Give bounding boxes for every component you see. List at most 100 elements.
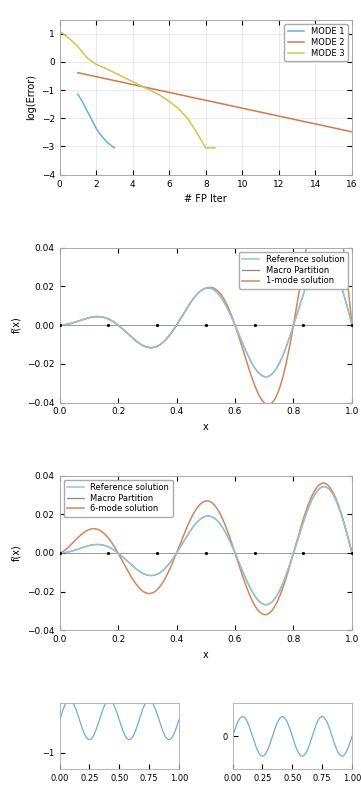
MODE 3 xyxy=(76,42,80,51)
Line: MODE 2: MODE 2 xyxy=(78,73,352,132)
MODE 2 xyxy=(76,68,80,77)
Macro Partition xyxy=(342,518,346,527)
MODE 1 xyxy=(83,103,87,112)
Reference solution xyxy=(322,254,326,264)
MODE 3 xyxy=(112,68,117,77)
MODE 2 xyxy=(240,103,244,113)
MODE 1 xyxy=(105,137,109,147)
MODE 2 xyxy=(167,88,171,97)
Reference solution xyxy=(288,331,292,341)
1-mode solution xyxy=(266,400,270,409)
Macro Partition xyxy=(342,290,346,299)
Y-axis label: f(x): f(x) xyxy=(12,316,22,334)
Macro Partition xyxy=(192,293,196,302)
MODE 2 xyxy=(295,115,299,125)
MODE 2 xyxy=(94,72,98,81)
MODE 3 xyxy=(66,33,71,43)
Line: MODE 1: MODE 1 xyxy=(78,95,114,148)
6-mode solution xyxy=(72,537,77,546)
6-mode solution xyxy=(321,478,326,488)
MODE 3 xyxy=(94,59,98,69)
1-mode solution xyxy=(200,286,204,295)
6-mode solution xyxy=(342,518,346,527)
6-mode solution xyxy=(350,548,354,558)
Macro Partition xyxy=(57,548,62,558)
Macro Partition xyxy=(322,254,326,264)
MODE 2 xyxy=(112,76,117,85)
MODE 3 xyxy=(204,143,208,152)
Line: Reference solution: Reference solution xyxy=(60,259,352,377)
MODE 3 xyxy=(195,128,199,137)
MODE 3 xyxy=(140,81,144,91)
Reference solution xyxy=(288,559,292,569)
MODE 3 xyxy=(185,114,190,123)
Line: Reference solution: Reference solution xyxy=(60,487,352,604)
Reference solution xyxy=(264,600,268,609)
6-mode solution xyxy=(288,561,292,570)
Reference solution xyxy=(192,521,196,530)
Macro Partition xyxy=(72,318,77,327)
Reference solution xyxy=(57,320,62,330)
MODE 1 xyxy=(87,110,91,119)
Macro Partition xyxy=(288,559,292,569)
Y-axis label: f(x): f(x) xyxy=(12,544,22,561)
Macro Partition xyxy=(264,372,268,382)
Macro Partition xyxy=(192,521,196,530)
MODE 2 xyxy=(277,111,281,121)
MODE 2 xyxy=(204,95,208,105)
6-mode solution xyxy=(200,498,204,507)
1-mode solution xyxy=(324,175,328,185)
MODE 2 xyxy=(258,107,263,117)
Reference solution xyxy=(342,518,346,527)
MODE 3 xyxy=(121,73,126,82)
MODE 3 xyxy=(149,86,153,95)
Macro Partition xyxy=(264,600,268,609)
Macro Partition xyxy=(200,286,204,295)
Macro Partition xyxy=(288,331,292,341)
MODE 3 xyxy=(167,97,171,107)
Reference solution xyxy=(342,290,346,299)
MODE 2 xyxy=(185,92,190,101)
MODE 3 xyxy=(176,103,180,113)
Reference solution xyxy=(264,372,268,382)
Macro Partition xyxy=(342,290,346,299)
1-mode solution xyxy=(72,318,77,327)
MODE 2 xyxy=(350,127,354,136)
Macro Partition xyxy=(342,518,346,527)
Reference solution xyxy=(192,293,196,302)
Reference solution xyxy=(342,290,346,299)
Line: 1-mode solution: 1-mode solution xyxy=(60,180,352,405)
MODE 1 xyxy=(76,90,80,99)
Reference solution xyxy=(57,548,62,558)
6-mode solution xyxy=(192,508,196,518)
Reference solution xyxy=(200,286,204,295)
Reference solution xyxy=(72,318,77,327)
6-mode solution xyxy=(57,548,62,558)
Macro Partition xyxy=(72,545,77,555)
1-mode solution xyxy=(57,320,62,330)
MODE 3 xyxy=(213,143,217,152)
MODE 1 xyxy=(79,95,84,105)
MODE 3 xyxy=(85,53,89,62)
MODE 3 xyxy=(103,63,108,73)
Line: MODE 3: MODE 3 xyxy=(60,31,215,148)
Legend: MODE 1, MODE 2, MODE 3: MODE 1, MODE 2, MODE 3 xyxy=(284,24,348,61)
X-axis label: x: x xyxy=(203,422,209,432)
MODE 1 xyxy=(112,143,117,152)
MODE 3 xyxy=(158,91,162,100)
MODE 2 xyxy=(131,80,135,89)
MODE 2 xyxy=(222,99,226,109)
Line: Macro Partition: Macro Partition xyxy=(60,487,352,604)
MODE 1 xyxy=(97,129,102,139)
MODE 1 xyxy=(94,123,98,133)
Reference solution xyxy=(200,514,204,523)
1-mode solution xyxy=(192,293,196,302)
Macro Partition xyxy=(322,482,326,492)
MODE 3 xyxy=(131,77,135,87)
1-mode solution xyxy=(288,340,292,350)
Reference solution xyxy=(350,548,354,558)
Macro Partition xyxy=(350,320,354,330)
Line: Macro Partition: Macro Partition xyxy=(60,259,352,377)
X-axis label: x: x xyxy=(203,650,209,660)
Macro Partition xyxy=(350,548,354,558)
